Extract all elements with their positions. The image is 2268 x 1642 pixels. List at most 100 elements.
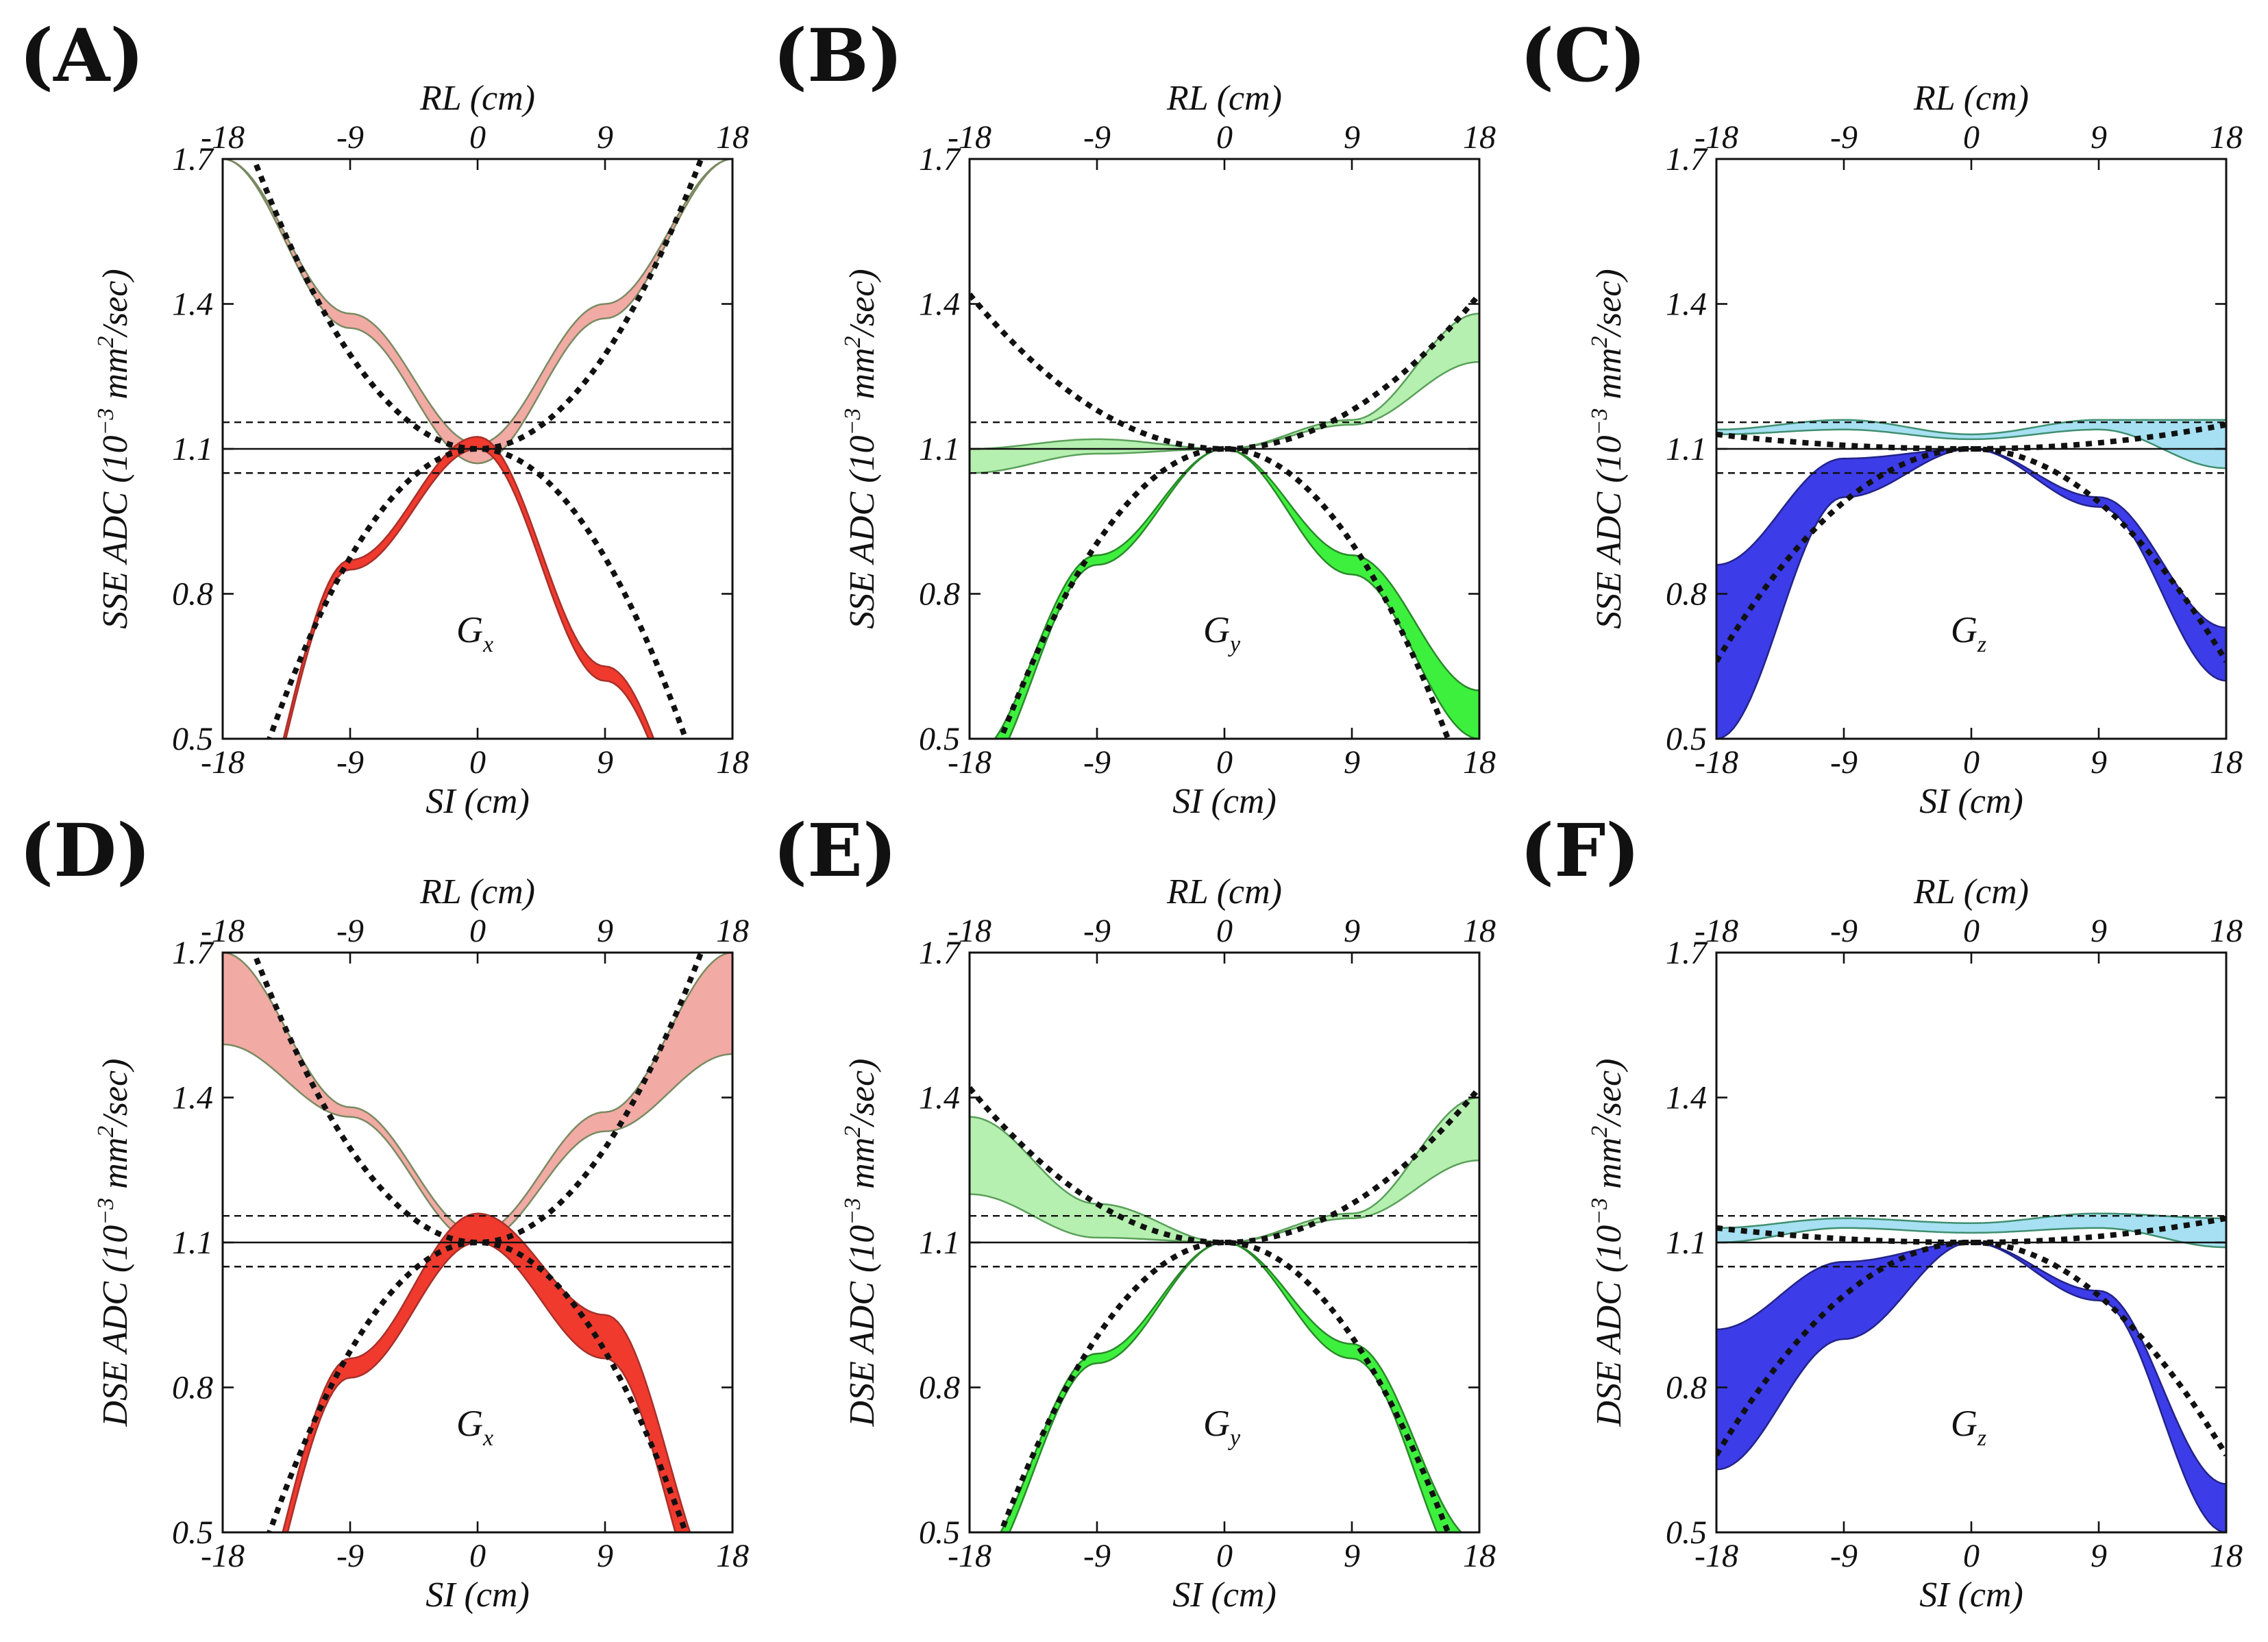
y-tick-label: 0.8: [172, 576, 213, 613]
x-tick-label: -9: [336, 1538, 364, 1574]
y-tick-label: 1.7: [919, 141, 961, 177]
band-rl: [1716, 419, 2226, 469]
x-tick-label: -9: [1830, 1538, 1858, 1574]
x-tick-label: 18: [1463, 744, 1496, 781]
theory-si-curve: [1716, 1239, 2226, 1457]
theory-rl-curve: [970, 1086, 1479, 1246]
y-tick-label: 0.5: [1666, 721, 1707, 757]
x-top-axis-title: RL (cm): [419, 872, 535, 911]
x-top-tick-label: 9: [1344, 913, 1360, 949]
x-top-axis-title: RL (cm): [1166, 872, 1282, 911]
x-top-tick-label: -9: [1830, 913, 1858, 949]
panel-a: (A) -18 -18 -9 -9 0 0 9 9 18 18 0.5 0.8 1.1 1.4 1.7 SI (…: [19, 12, 749, 821]
x-top-tick-label: 0: [1216, 913, 1233, 949]
x-tick-label: -18: [201, 744, 245, 781]
band-si: [1716, 448, 2226, 739]
y-tick-label: 1.7: [1666, 935, 1708, 971]
x-tick-label: -9: [1083, 1538, 1111, 1574]
band-si: [999, 1241, 1463, 1532]
x-top-tick-label: 18: [716, 119, 749, 156]
y-tick-label: 1.4: [919, 1080, 960, 1116]
x-top-tick-label: 18: [716, 913, 749, 949]
y-tick-label: 1.7: [172, 141, 214, 177]
band-rl: [223, 159, 732, 465]
y-tick-label: 1.4: [919, 286, 960, 323]
plot-area: [970, 292, 1479, 739]
x-top-axis-title: RL (cm): [419, 79, 535, 118]
y-axis-title: SSE ADC (10−3 mm2/sec): [93, 269, 135, 628]
band-rl: [970, 313, 1479, 474]
theory-rl-curve: [251, 159, 704, 452]
y-tick-label: 1.4: [1666, 286, 1707, 323]
x-tick-label: -18: [201, 1538, 245, 1574]
y-tick-label: 1.1: [172, 431, 213, 467]
y-tick-label: 0.5: [1666, 1515, 1707, 1551]
y-tick-label: 0.8: [919, 576, 960, 613]
y-tick-label: 1.4: [172, 1080, 213, 1116]
y-tick-label: 1.1: [1666, 1225, 1707, 1261]
panel-letter: (D): [19, 807, 151, 893]
gradient-label: Gx: [456, 609, 493, 657]
theory-si-curve: [267, 445, 689, 739]
x-top-tick-label: 18: [1463, 913, 1496, 949]
x-tick-label: -9: [336, 744, 364, 781]
x-tick-label: 9: [1344, 744, 1360, 781]
band-rl: [223, 953, 732, 1244]
y-tick-label: 1.7: [919, 935, 961, 971]
y-tick-label: 1.7: [1666, 141, 1708, 177]
y-tick-label: 0.5: [172, 721, 213, 757]
y-axis-title: SSE ADC (10−3 mm2/sec): [840, 269, 882, 628]
y-axis-title: DSE ADC (10−3 mm2/sec): [93, 1059, 135, 1427]
x-top-tick-label: 0: [1963, 119, 1980, 156]
y-tick-label: 1.1: [919, 1225, 960, 1261]
theory-si-curve: [1716, 445, 2226, 663]
x-top-tick-label: 9: [1344, 119, 1360, 156]
x-top-tick-label: 0: [1963, 913, 1980, 949]
x-tick-label: 9: [597, 744, 613, 781]
panel-c: (C) -18 -18 -9 -9 0 0 9 9 18 18 0.5 0.8 1.1 1.4 1.7 SI (…: [1520, 12, 2243, 821]
x-top-tick-label: 0: [469, 913, 486, 949]
y-tick-label: 0.8: [1666, 1370, 1707, 1406]
x-tick-label: 18: [2210, 1538, 2243, 1574]
band-si: [282, 1212, 691, 1532]
panel-e: (E) -18 -18 -9 -9 0 0 9 9 18 18 0.5 0.8 1.1 1.4 1.7 SI (…: [773, 807, 1496, 1615]
x-tick-label: -18: [1694, 1538, 1738, 1574]
panel-letter: (B): [773, 12, 903, 98]
plot-area: [1716, 419, 2226, 739]
y-tick-label: 0.8: [172, 1370, 213, 1406]
x-axis-title: SI (cm): [426, 782, 530, 821]
y-axis-title: DSE ADC (10−3 mm2/sec): [1587, 1059, 1629, 1427]
plot-area: [1716, 1212, 2226, 1532]
gradient-label: Gy: [1203, 609, 1241, 657]
panel-letter: (F): [1520, 807, 1640, 893]
x-tick-label: 0: [1963, 1538, 1980, 1574]
x-tick-label: 18: [716, 744, 749, 781]
y-tick-label: 1.1: [1666, 431, 1707, 467]
x-tick-label: 0: [469, 744, 486, 781]
x-top-tick-label: -18: [948, 913, 991, 949]
theory-si-curve: [998, 445, 1451, 739]
theory-si-curve: [267, 1239, 689, 1532]
x-tick-label: -18: [948, 744, 991, 781]
x-top-tick-label: -18: [948, 119, 991, 156]
x-top-tick-label: -18: [1694, 119, 1738, 156]
x-tick-label: 18: [1463, 1538, 1496, 1574]
x-tick-label: 9: [2091, 1538, 2107, 1574]
y-tick-label: 0.8: [1666, 576, 1707, 613]
x-top-tick-label: -9: [1083, 913, 1111, 949]
x-top-tick-label: 9: [2091, 913, 2107, 949]
y-tick-label: 0.5: [919, 721, 960, 757]
x-tick-label: 0: [1216, 1538, 1233, 1574]
gradient-label: Gz: [1951, 609, 1986, 657]
gradient-label: Gy: [1203, 1403, 1241, 1451]
y-tick-label: 0.5: [919, 1515, 960, 1551]
x-tick-label: 9: [2091, 744, 2107, 781]
x-axis-title: SI (cm): [1172, 1576, 1277, 1615]
plot-area: [223, 953, 732, 1532]
x-top-tick-label: 18: [2210, 119, 2243, 156]
panel-letter: (E): [773, 807, 897, 893]
x-tick-label: 0: [1216, 744, 1233, 781]
x-axis-title: SI (cm): [1172, 782, 1277, 821]
x-top-tick-label: -18: [201, 913, 245, 949]
